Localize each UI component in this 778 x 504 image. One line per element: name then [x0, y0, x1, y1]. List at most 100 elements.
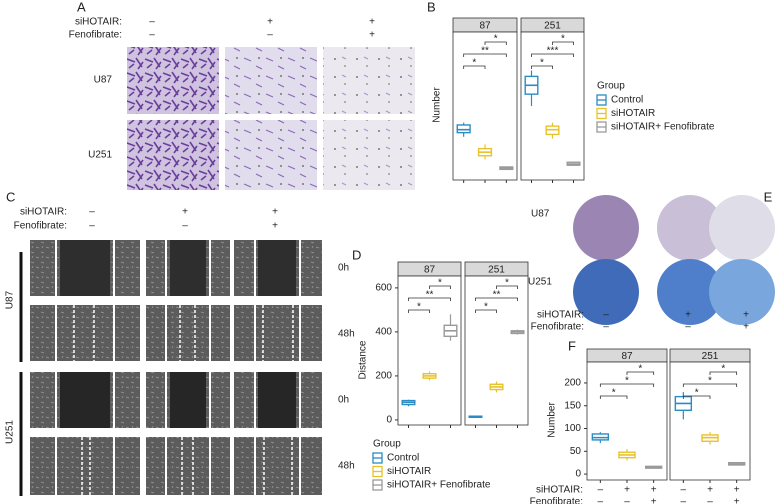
y-tick-label: 0	[575, 469, 581, 480]
significance-bracket	[408, 309, 430, 313]
time-label: 48h	[338, 329, 355, 340]
sign: +	[734, 485, 740, 496]
y-tick-label: 50	[570, 446, 582, 457]
time-label: 48h	[338, 461, 355, 472]
significance-bracket	[531, 53, 574, 57]
panel-label: C	[6, 189, 15, 204]
significance-label: *	[695, 388, 699, 399]
colony-well	[573, 195, 639, 261]
panel-e-images	[573, 195, 775, 325]
wound	[258, 372, 296, 428]
significance-label: **	[493, 290, 501, 301]
wound-edges	[73, 305, 294, 495]
sign: +	[267, 17, 273, 28]
significance-bracket	[552, 41, 574, 45]
significance-label: *	[505, 278, 509, 289]
time-label: 0h	[338, 263, 349, 274]
legend-title: Group	[597, 81, 625, 92]
sign: +	[272, 207, 278, 218]
colony-well	[573, 259, 639, 325]
cell-line: U87	[94, 75, 113, 86]
sign: –	[681, 497, 687, 504]
significance-bracket	[599, 383, 655, 387]
significance-label: *	[612, 388, 616, 399]
cell-line: U251	[528, 277, 552, 288]
sign: –	[603, 322, 609, 333]
significance-bracket	[463, 53, 507, 57]
significance-label: **	[481, 46, 489, 57]
sign: +	[651, 497, 657, 504]
image	[323, 47, 415, 114]
condition-label: siHOTAIR:	[20, 207, 67, 218]
legend-title: Group	[373, 439, 401, 450]
sign: +	[651, 485, 657, 496]
facet-label: 87	[424, 265, 436, 276]
sign: +	[685, 310, 691, 321]
significance-label: ***	[547, 46, 559, 57]
y-tick-label: 200	[375, 371, 392, 382]
sign: –	[707, 497, 713, 504]
legend-label: Control	[387, 453, 419, 464]
y-axis-label: Number	[547, 402, 558, 438]
tile-separators	[30, 240, 322, 495]
condition-label: Fenofibrate:	[530, 497, 583, 504]
significance-bracket	[709, 371, 738, 375]
significance-bracket	[463, 65, 486, 69]
cell-line: U251	[5, 420, 16, 444]
significance-bracket	[682, 395, 711, 399]
significance-label: *	[625, 376, 629, 387]
y-tick-label: 100	[564, 423, 581, 434]
significance-label: *	[561, 34, 565, 45]
plot-panel	[669, 361, 751, 481]
sign: –	[603, 310, 609, 321]
significance-bracket	[475, 297, 518, 301]
colony-well	[709, 195, 775, 261]
significance-label: *	[438, 278, 442, 289]
sign: +	[272, 221, 278, 232]
sign: –	[89, 221, 95, 232]
sign: –	[267, 30, 273, 41]
sign: –	[182, 221, 188, 232]
significance-label: *	[494, 34, 498, 45]
wound	[170, 372, 206, 428]
y-tick-label: 400	[375, 327, 392, 338]
significance-bracket	[475, 309, 497, 313]
image	[30, 305, 140, 361]
significance-label: *	[484, 302, 488, 313]
legend-label: siHOTAIR+ Fenofibrate	[387, 480, 491, 491]
sign: +	[369, 30, 375, 41]
panel-label: E	[764, 189, 773, 204]
image	[30, 437, 140, 495]
sign: –	[598, 497, 604, 504]
sign: +	[369, 17, 375, 28]
sign: –	[681, 485, 687, 496]
significance-bracket	[626, 371, 655, 375]
y-axis-label: Number	[432, 87, 443, 123]
colony-well	[657, 259, 723, 325]
significance-bracket	[496, 285, 518, 289]
significance-bracket	[408, 297, 451, 301]
significance-bracket	[429, 285, 451, 289]
panel-label: F	[568, 338, 576, 353]
condition-label: siHOTAIR:	[75, 17, 122, 28]
time-label: 0h	[338, 395, 349, 406]
facet-label: 87	[479, 21, 491, 32]
facet-label: 251	[488, 265, 505, 276]
panel-label: B	[427, 0, 436, 14]
significance-bracket	[484, 41, 507, 45]
sign: –	[624, 497, 630, 504]
panel-c-images	[19, 240, 322, 496]
condition-label: Fenofibrate:	[14, 221, 67, 232]
legend-label: siHOTAIR	[387, 466, 431, 477]
significance-bracket	[682, 383, 738, 387]
wound	[60, 372, 110, 428]
significance-label: *	[472, 58, 476, 69]
sign: +	[734, 497, 740, 504]
sign: +	[707, 485, 713, 496]
colony-well	[709, 259, 775, 325]
sign: +	[743, 310, 749, 321]
wound	[60, 240, 110, 296]
y-tick-label: 150	[564, 400, 581, 411]
legend-label: siHOTAIR	[611, 108, 655, 119]
